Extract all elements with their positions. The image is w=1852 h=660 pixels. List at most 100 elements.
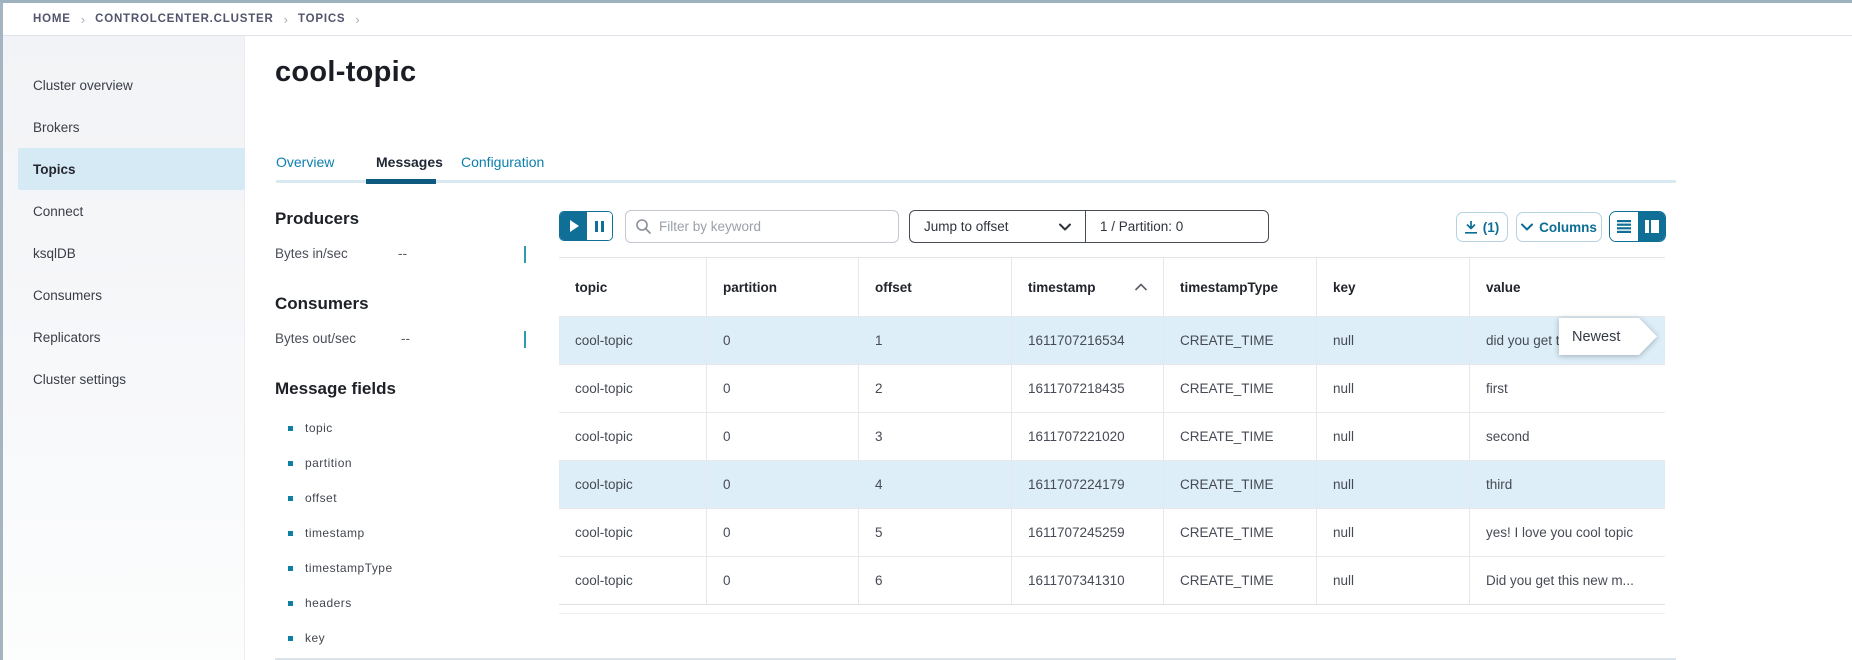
sidebar-item-topics[interactable]: Topics [18, 148, 245, 190]
table-row[interactable]: cool-topic 0 5 1611707245259 CREATE_TIME… [559, 508, 1665, 556]
message-field-timestamptype[interactable]: timestampType [288, 558, 393, 578]
partition-input[interactable] [1100, 219, 1254, 234]
breadcrumb: HOME › CONTROLCENTER.CLUSTER › TOPICS › [3, 3, 1852, 36]
messages-table: topic partition offset timestamp timesta… [559, 257, 1665, 605]
cell-offset: 2 [858, 365, 1011, 412]
column-header-partition[interactable]: partition [706, 258, 858, 316]
producers-heading: Producers [275, 209, 360, 228]
bullet-icon [288, 600, 293, 606]
columns-button[interactable]: Columns [1516, 212, 1602, 242]
search-icon [636, 219, 651, 234]
jump-to-offset-group: Jump to offset [909, 210, 1269, 243]
play-button[interactable] [560, 212, 587, 240]
tab-messages[interactable]: Messages [376, 154, 443, 170]
sidebar-item-replicators[interactable]: Replicators [33, 329, 101, 345]
cell-topic: cool-topic [575, 333, 633, 348]
column-header-value[interactable]: value [1469, 258, 1665, 316]
bytes-in-sparkline [524, 246, 526, 263]
cell-timestamp: 1611707341310 [1011, 557, 1163, 604]
table-row[interactable]: cool-topic 0 6 1611707341310 CREATE_TIME… [559, 556, 1665, 604]
partition-field [1086, 211, 1268, 242]
sidebar-item-cluster-settings[interactable]: Cluster settings [33, 371, 127, 387]
tab-active-underline [366, 179, 436, 184]
cell-partition: 0 [706, 365, 858, 412]
breadcrumb-separator: › [80, 11, 86, 27]
columns-label: Columns [1539, 219, 1597, 235]
cell-key: null [1316, 509, 1469, 556]
consumers-heading: Consumers [275, 294, 369, 313]
cell-offset: 3 [858, 413, 1011, 460]
cell-topic: cool-topic [575, 477, 633, 492]
message-fields-heading: Message fields [275, 379, 396, 398]
column-header-offset[interactable]: offset [858, 258, 1011, 316]
breadcrumb-cluster[interactable]: CONTROLCENTER.CLUSTER [95, 13, 274, 25]
message-field-headers[interactable]: headers [288, 593, 352, 613]
table-row[interactable]: cool-topic 0 2 1611707218435 CREATE_TIME… [559, 364, 1665, 412]
jump-to-offset-select[interactable]: Jump to offset [910, 211, 1086, 242]
list-view-button[interactable] [1610, 212, 1638, 241]
sidebar-item-consumers[interactable]: Consumers [33, 287, 103, 303]
cell-value: Did you get this new m... [1469, 557, 1665, 604]
breadcrumb-topics[interactable]: TOPICS [297, 13, 346, 25]
sort-asc-icon[interactable] [1135, 283, 1147, 291]
pause-button[interactable] [587, 212, 612, 240]
bytes-in-label: Bytes in/sec [275, 246, 348, 261]
cell-value: third [1469, 461, 1665, 508]
tab-overview[interactable]: Overview [276, 154, 335, 170]
download-count: (1) [1482, 219, 1500, 235]
cell-offset: 4 [858, 461, 1011, 508]
download-icon [1464, 220, 1477, 234]
cell-timestamp: 1611707218435 [1011, 365, 1163, 412]
cell-timestamp: 1611707221020 [1011, 413, 1163, 460]
table-row[interactable]: cool-topic 0 4 1611707224179 CREATE_TIME… [559, 460, 1665, 508]
list-view-icon [1617, 220, 1631, 233]
cell-partition: 0 [706, 461, 858, 508]
chevron-down-icon [1059, 223, 1071, 231]
cell-offset: 6 [858, 557, 1011, 604]
cell-value: yes! I love you cool topic [1469, 509, 1665, 556]
tab-configuration[interactable]: Configuration [461, 154, 545, 170]
breadcrumb-home[interactable]: HOME [33, 13, 71, 25]
bytes-out-sparkline [524, 331, 526, 348]
cell-offset: 1 [858, 317, 1011, 364]
message-field-timestamp[interactable]: timestamp [288, 523, 365, 543]
cell-key: null [1316, 461, 1469, 508]
filter-input[interactable] [659, 219, 888, 234]
bullet-icon [288, 460, 293, 466]
message-field-partition[interactable]: partition [288, 453, 352, 473]
download-button[interactable]: (1) [1456, 212, 1508, 242]
newest-badge-label: Newest [1559, 318, 1657, 355]
column-header-key[interactable]: key [1316, 258, 1469, 316]
card-view-button[interactable] [1638, 212, 1665, 241]
cell-timestamptype: CREATE_TIME [1163, 557, 1316, 604]
bytes-out-value: -- [401, 331, 410, 346]
message-field-topic[interactable]: topic [288, 418, 333, 438]
sidebar-item-ksqldb[interactable]: ksqlDB [33, 245, 76, 261]
message-field-offset[interactable]: offset [288, 488, 337, 508]
cell-timestamptype: CREATE_TIME [1163, 461, 1316, 508]
view-toggle-group [1609, 211, 1666, 242]
tab-track [276, 180, 1676, 183]
cell-timestamptype: CREATE_TIME [1163, 413, 1316, 460]
content-bottom-divider [275, 658, 1676, 660]
sidebar: Cluster overview Brokers Topics Connect … [3, 36, 245, 660]
message-field-key[interactable]: key [288, 628, 325, 648]
column-header-topic[interactable]: topic [575, 279, 608, 295]
table-row[interactable]: cool-topic 0 1 1611707216534 CREATE_TIME… [559, 316, 1665, 364]
cell-timestamptype: CREATE_TIME [1163, 509, 1316, 556]
breadcrumb-separator: › [355, 11, 360, 27]
sidebar-item-connect[interactable]: Connect [33, 203, 84, 219]
cell-timestamp: 1611707245259 [1011, 509, 1163, 556]
sidebar-item-cluster-overview[interactable]: Cluster overview [33, 77, 133, 93]
pause-icon [595, 220, 604, 232]
column-header-timestamp[interactable]: timestamp [1011, 258, 1163, 316]
cell-topic: cool-topic [575, 573, 633, 588]
card-view-icon [1644, 220, 1659, 233]
sidebar-item-brokers[interactable]: Brokers [33, 119, 80, 135]
cell-topic: cool-topic [575, 525, 633, 540]
column-header-timestamptype[interactable]: timestampType [1163, 258, 1316, 316]
table-row[interactable]: cool-topic 0 3 1611707221020 CREATE_TIME… [559, 412, 1665, 460]
newest-badge: Newest [1559, 318, 1657, 355]
cell-key: null [1316, 365, 1469, 412]
